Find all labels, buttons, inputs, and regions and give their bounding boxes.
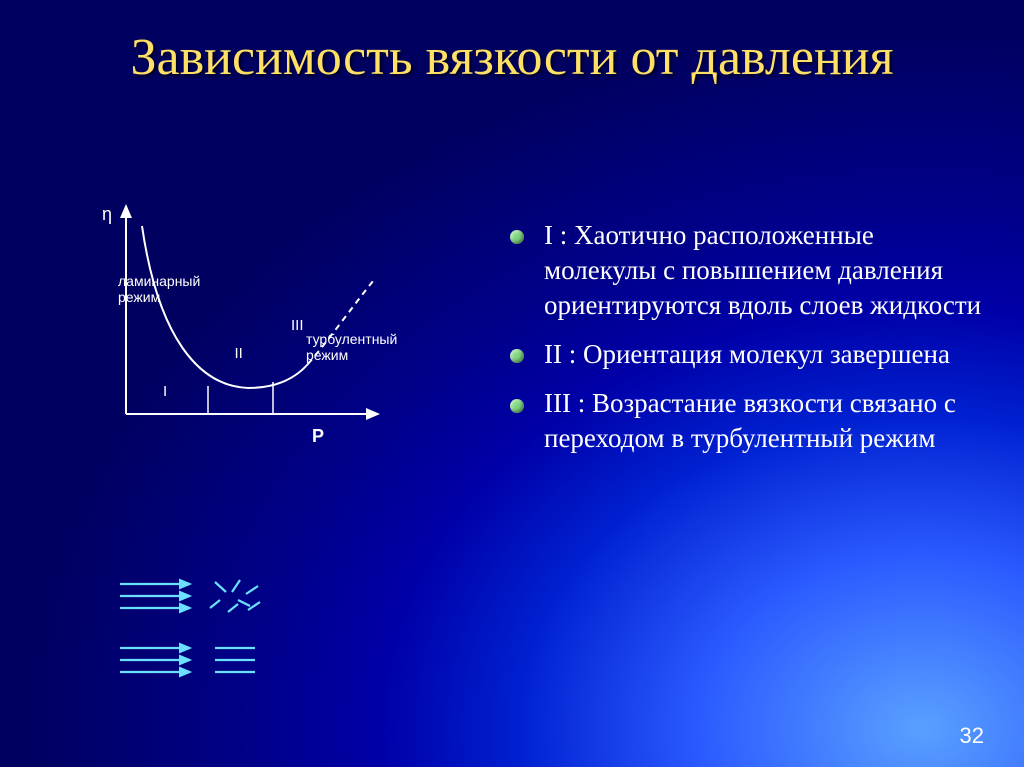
list-item: III : Возрастание вязкости связано с пер… [510,386,990,456]
list-item: II : Ориентация молекул завершена [510,337,990,372]
page-number: 32 [960,723,984,749]
bullet-icon [510,349,524,363]
svg-text:η: η [102,204,112,224]
flow-diagrams [120,576,360,716]
bullet-icon [510,399,524,413]
svg-text:I: I [163,383,167,400]
list-item: I : Хаотично расположенные молекулы с по… [510,218,990,323]
svg-text:турбулентный: турбулентный [306,331,397,347]
svg-text:II: II [235,345,243,362]
bullet-text: II : Ориентация молекул завершена [544,339,950,369]
svg-text:режим: режим [118,289,160,305]
bullet-list: I : Хаотично расположенные молекулы с по… [510,218,990,471]
svg-text:P: P [312,426,324,446]
bullet-icon [510,230,524,244]
viscosity-pressure-graph: ηPIIIIIIламинарныйрежимтурбулентныйрежим [78,196,398,476]
slide-title: Зависимость вязкости от давления [0,28,1024,88]
bullet-text: I : Хаотично расположенные молекулы с по… [544,220,981,320]
svg-text:режим: режим [306,347,348,363]
bullet-text: III : Возрастание вязкости связано с пер… [544,388,956,453]
svg-text:III: III [291,317,304,334]
svg-text:ламинарный: ламинарный [118,273,200,289]
